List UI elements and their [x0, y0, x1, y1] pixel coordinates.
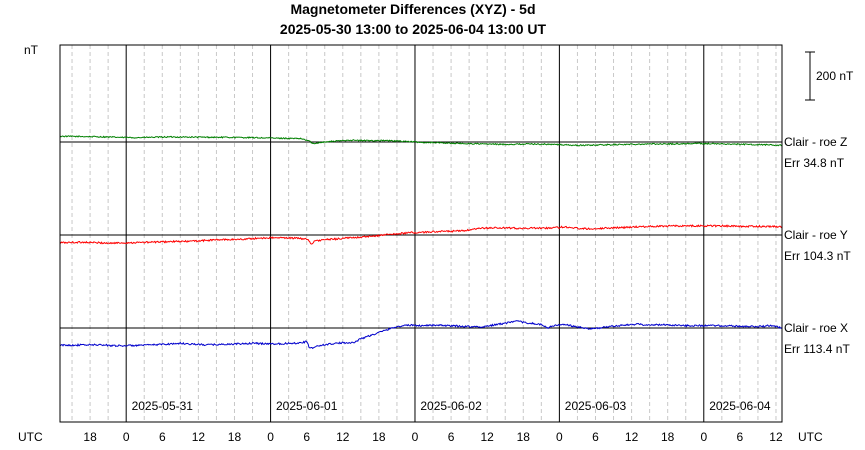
- series-line: [59, 135, 783, 147]
- x-tick-label: 6: [303, 430, 310, 444]
- x-tick-label: 0: [700, 430, 707, 444]
- series-layer: [59, 135, 783, 350]
- x-tick-label: 12: [481, 430, 495, 444]
- day-label: 2025-06-01: [276, 399, 338, 413]
- x-tick-label: 12: [336, 430, 350, 444]
- x-tick-label: 6: [737, 430, 744, 444]
- series-error-label: Err 104.3 nT: [784, 249, 851, 263]
- series-line: [59, 224, 783, 245]
- x-tick-label: 18: [228, 430, 242, 444]
- x-tick-label: 0: [412, 430, 419, 444]
- x-tick-label: 0: [123, 430, 130, 444]
- chart-subtitle: 2025-05-30 13:00 to 2025-06-04 13:00 UT: [280, 21, 547, 37]
- x-axis-unit-right: UTC: [798, 430, 823, 444]
- x-axis-unit-left: UTC: [18, 430, 43, 444]
- x-tick-label: 6: [448, 430, 455, 444]
- x-tick-label: 12: [625, 430, 639, 444]
- series-name-label: Clair - roe Y: [784, 228, 848, 242]
- y-axis-unit-label: nT: [24, 43, 39, 57]
- x-tick-label: 6: [592, 430, 599, 444]
- plot-frame: [59, 44, 783, 423]
- scale-bar-label: 200 nT: [816, 69, 854, 83]
- series-labels: Clair - roe Z Err 34.8 nT Clair - roe Y Err…: [784, 135, 851, 356]
- series-error-label: Err 34.8 nT: [784, 156, 845, 170]
- series-name-label: Clair - roe Z: [784, 135, 847, 149]
- x-tick-label: 18: [661, 430, 675, 444]
- x-tick-label: 12: [192, 430, 206, 444]
- x-tick-label: 18: [372, 430, 386, 444]
- series-error-label: Err 113.4 nT: [784, 342, 850, 356]
- chart-title: Magnetometer Differences (XYZ) - 5d: [290, 1, 535, 17]
- day-label: 2025-06-04: [709, 399, 771, 413]
- scale-bar: 200 nT: [805, 51, 854, 101]
- x-tick-label: 0: [267, 430, 274, 444]
- x-axis: UTC UTC 18 0 6 12 18 0 6 12 18 0 6 12 18 0 6 12 18 0 6 12 2025…: [18, 399, 823, 444]
- x-tick-label: 18: [517, 430, 531, 444]
- x-tick-label: 6: [159, 430, 166, 444]
- x-tick-label: 12: [769, 430, 783, 444]
- grid: [71, 45, 777, 422]
- series-line: [59, 320, 783, 350]
- day-label: 2025-05-31: [132, 399, 194, 413]
- series-name-label: Clair - roe X: [784, 321, 848, 335]
- x-tick-label: 0: [556, 430, 563, 444]
- x-tick-label: 18: [83, 430, 97, 444]
- day-label: 2025-06-03: [565, 399, 627, 413]
- day-label: 2025-06-02: [420, 399, 482, 413]
